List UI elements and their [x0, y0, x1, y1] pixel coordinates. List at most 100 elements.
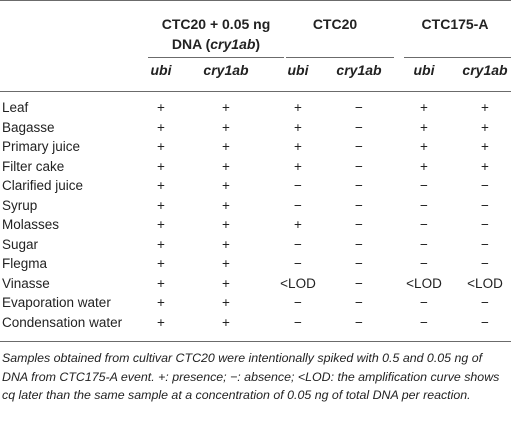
row-label: Primary juice — [2, 139, 81, 154]
table-cell: + — [157, 256, 165, 271]
table-row: Vinasse + + <LOD − <LOD <LOD — [0, 274, 511, 293]
table-cell: − — [355, 139, 363, 154]
row-label: Evaporation water — [2, 295, 111, 310]
table-cell: − — [420, 256, 428, 271]
group-header-line2-prefix: DNA ( — [171, 36, 211, 52]
table-cell: + — [157, 217, 165, 232]
row-label: Bagasse — [2, 119, 55, 135]
table-cell: + — [481, 100, 489, 115]
table-cell: − — [481, 178, 489, 193]
table-cell: <LOD — [467, 275, 503, 291]
sub-header-ubi-3: ubi — [413, 62, 435, 78]
table-cell: + — [294, 119, 302, 135]
table-row: Syrup + + − − − − — [0, 196, 511, 215]
table-cell: + — [222, 256, 230, 271]
table-cell: + — [222, 158, 230, 174]
table-cell: − — [355, 217, 363, 232]
table-cell: − — [420, 314, 428, 330]
table-cell: − — [420, 236, 428, 252]
table-cell: − — [420, 178, 428, 193]
group-header-ctc175a: CTC175-A — [421, 16, 489, 32]
table-cell: + — [294, 100, 302, 115]
table-cell: − — [294, 178, 302, 193]
table-cell: + — [222, 119, 230, 135]
sub-header-cry1ab-3: cry1ab — [462, 62, 508, 78]
table-row: Clarified juice + + − − − − — [0, 176, 511, 195]
table-cell: − — [355, 236, 363, 252]
group-rule-ctc175a — [404, 57, 511, 58]
table-row: Bagasse + + + − + + — [0, 118, 511, 137]
group-header-ctc20-spiked-line2: DNA (cry1ab) — [140, 34, 292, 54]
table-cell: + — [157, 236, 165, 252]
table-cell: − — [481, 295, 489, 310]
table-cell: − — [355, 119, 363, 135]
table-bottom-rule — [0, 341, 511, 342]
group-rule-ctc20-spiked — [148, 57, 284, 58]
row-label: Syrup — [2, 197, 38, 213]
table-cell: − — [355, 197, 363, 213]
table-cell: + — [481, 158, 489, 174]
table-cell: + — [222, 197, 230, 213]
table-cell: + — [157, 197, 165, 213]
table-cell: + — [222, 178, 230, 193]
table-cell: + — [420, 119, 428, 135]
table-row: Evaporation water + + − − − − — [0, 293, 511, 312]
table-cell: − — [355, 158, 363, 174]
table-cell: + — [481, 139, 489, 154]
group-header-ctc20: CTC20 — [312, 16, 358, 32]
sub-header-cry1ab-1: cry1ab — [203, 62, 249, 78]
table-cell: + — [157, 119, 165, 135]
table-cell: + — [157, 275, 165, 291]
table-cell: <LOD — [406, 275, 442, 291]
table-row: Filter cake + + + − + + — [0, 157, 511, 176]
row-label: Condensation water — [2, 314, 123, 330]
table-cell: − — [294, 236, 302, 252]
table-row: Condensation water + + − − − − — [0, 313, 511, 332]
row-label: Leaf — [2, 100, 29, 115]
table-cell: − — [420, 197, 428, 213]
table-cell: − — [420, 217, 428, 232]
group-header-ctc20-spiked-line1: CTC20 + 0.05 ng — [161, 16, 271, 32]
table-cell: − — [481, 217, 489, 232]
table-cell: + — [157, 139, 165, 154]
header-bottom-rule — [0, 91, 511, 92]
table-row: Molasses + + + − − − — [0, 215, 511, 234]
table-cell: + — [420, 139, 428, 154]
table-cell: + — [222, 295, 230, 310]
row-label: Clarified juice — [2, 178, 84, 193]
table-row: Sugar + + − − − − — [0, 235, 511, 254]
sub-header-ubi-2: ubi — [287, 62, 309, 78]
table-cell: + — [481, 119, 489, 135]
table-cell: + — [157, 158, 165, 174]
table-cell: + — [157, 178, 165, 193]
table-cell: + — [222, 100, 230, 115]
table-cell: − — [481, 314, 489, 330]
table-cell: − — [481, 197, 489, 213]
table-cell: − — [355, 256, 363, 271]
group-header-ctc20-spiked: CTC20 + 0.05 ng DNA (cry1ab) — [140, 14, 292, 54]
table-cell: − — [481, 256, 489, 271]
table-row: Leaf + + + − + + — [0, 98, 511, 117]
table-cell: − — [294, 197, 302, 213]
table-cell: − — [355, 275, 363, 291]
table-top-rule — [0, 0, 511, 1]
table-cell: + — [222, 314, 230, 330]
table-cell: − — [294, 256, 302, 271]
sub-header-cry1ab-2: cry1ab — [336, 62, 382, 78]
table-cell: + — [294, 217, 302, 232]
group-header-line2-italic: cry1ab — [210, 36, 256, 52]
row-label: Sugar — [2, 236, 39, 252]
table-cell: + — [294, 139, 302, 154]
sub-header-ubi-1: ubi — [150, 62, 172, 78]
table-cell: + — [420, 158, 428, 174]
group-rule-ctc20 — [286, 57, 394, 58]
table-cell: − — [481, 236, 489, 252]
table-cell: + — [294, 158, 302, 174]
table-cell: + — [222, 217, 230, 232]
table-cell: − — [355, 314, 363, 330]
row-label: Molasses — [2, 217, 60, 232]
group-header-line2-suffix: ) — [255, 36, 261, 52]
table-cell: <LOD — [280, 275, 316, 291]
table-cell: + — [222, 275, 230, 291]
table-cell: + — [157, 295, 165, 310]
